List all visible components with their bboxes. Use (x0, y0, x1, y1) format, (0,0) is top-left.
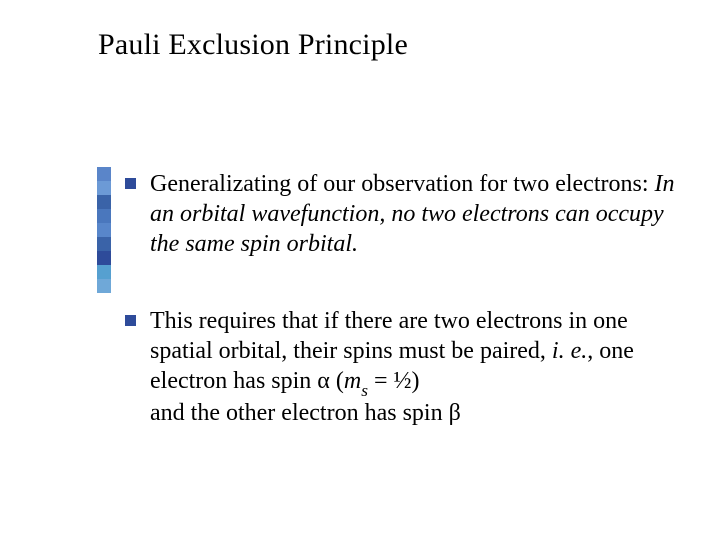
deco-square (97, 195, 111, 209)
bullet-item: Generalizating of our observation for tw… (125, 170, 680, 259)
bullet-item: This requires that if there are two elec… (125, 307, 680, 428)
bullet-text: Generalizating of our observation for tw… (150, 170, 680, 259)
deco-square (97, 223, 111, 237)
text-lead: Generalizating of our observation for tw… (150, 171, 655, 197)
text-ie: i. e. (552, 338, 587, 364)
slide-body: Generalizating of our observation for tw… (125, 170, 680, 477)
deco-square (97, 265, 111, 279)
deco-square (97, 167, 111, 181)
slide: Pauli Exclusion Principle Generalizating… (0, 0, 720, 540)
square-bullet-icon (125, 178, 136, 189)
left-decoration (97, 167, 111, 293)
slide-title: Pauli Exclusion Principle (98, 28, 408, 62)
deco-square (97, 209, 111, 223)
square-bullet-icon (125, 315, 136, 326)
bullet-text: This requires that if there are two elec… (150, 307, 680, 428)
deco-square (97, 237, 111, 251)
text-fragment: and the other electron has spin β (150, 400, 461, 426)
text-fragment: = ½) (368, 368, 420, 394)
deco-square (97, 181, 111, 195)
text-subscript: s (361, 381, 368, 400)
deco-square (97, 251, 111, 265)
deco-square (97, 279, 111, 293)
text-m: m (344, 368, 361, 394)
